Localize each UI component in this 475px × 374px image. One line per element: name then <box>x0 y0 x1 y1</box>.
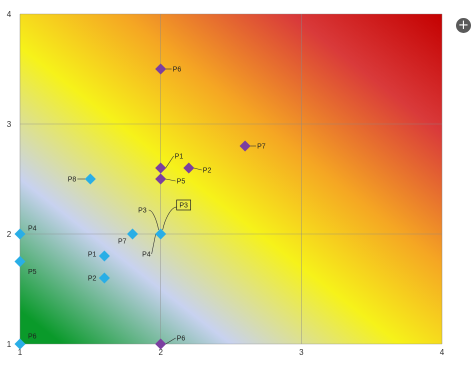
label-box <box>176 199 192 211</box>
leader-line <box>148 209 159 231</box>
y-tick-labels: 1 2 3 4 <box>7 10 12 349</box>
data-point <box>183 162 195 174</box>
data-point <box>98 272 110 284</box>
data-point <box>84 173 96 185</box>
data-label: P6 <box>177 336 186 343</box>
x-tick-label: 1 <box>18 348 23 357</box>
plus-circle-icon[interactable]: + <box>456 18 471 33</box>
data-label: P6 <box>28 334 37 341</box>
data-label: P7 <box>257 144 266 151</box>
data-label: P6 <box>173 67 182 74</box>
label-leader-lines <box>77 68 257 345</box>
data-points <box>14 63 251 350</box>
data-label: P3 <box>179 203 188 210</box>
x-tick-label: 4 <box>440 348 445 357</box>
x-tick-labels: 1 2 3 4 <box>18 348 445 357</box>
data-point <box>155 63 167 75</box>
y-tick-label: 3 <box>7 120 12 129</box>
data-label: P7 <box>118 239 127 246</box>
y-tick-label: 4 <box>7 10 12 19</box>
leader-line <box>165 178 176 182</box>
x-tick-label: 2 <box>158 348 163 357</box>
y-tick-label: 2 <box>7 230 12 239</box>
data-label: P4 <box>28 226 37 233</box>
x-tick-label: 3 <box>299 348 304 357</box>
data-point <box>127 228 139 240</box>
data-point <box>155 338 167 350</box>
data-label: P5 <box>28 269 37 276</box>
data-label: P3 <box>138 208 147 215</box>
data-point <box>14 256 26 267</box>
leader-line <box>165 155 174 169</box>
data-label: P4 <box>142 252 151 259</box>
data-label: P1 <box>175 154 184 161</box>
data-label: P8 <box>68 177 77 184</box>
leader-line <box>162 206 177 231</box>
data-point <box>155 173 167 185</box>
leader-line <box>165 337 176 345</box>
data-point <box>14 228 26 240</box>
leader-line <box>193 167 202 171</box>
leader-line <box>151 233 156 255</box>
data-point-labels: P8 P4 P7 P1 P5 P2 P6 P4 P6 P7 P1 P2 P5 P6 P3 P3 <box>28 67 266 343</box>
y-tick-label: 1 <box>7 340 12 349</box>
data-point <box>155 228 167 240</box>
data-point <box>239 140 251 152</box>
data-label: P1 <box>88 252 97 259</box>
data-label: P2 <box>203 168 212 175</box>
data-label: P2 <box>88 276 97 283</box>
data-point <box>98 250 110 262</box>
data-label: P5 <box>177 179 186 186</box>
data-point <box>155 162 167 174</box>
data-point <box>14 338 26 350</box>
